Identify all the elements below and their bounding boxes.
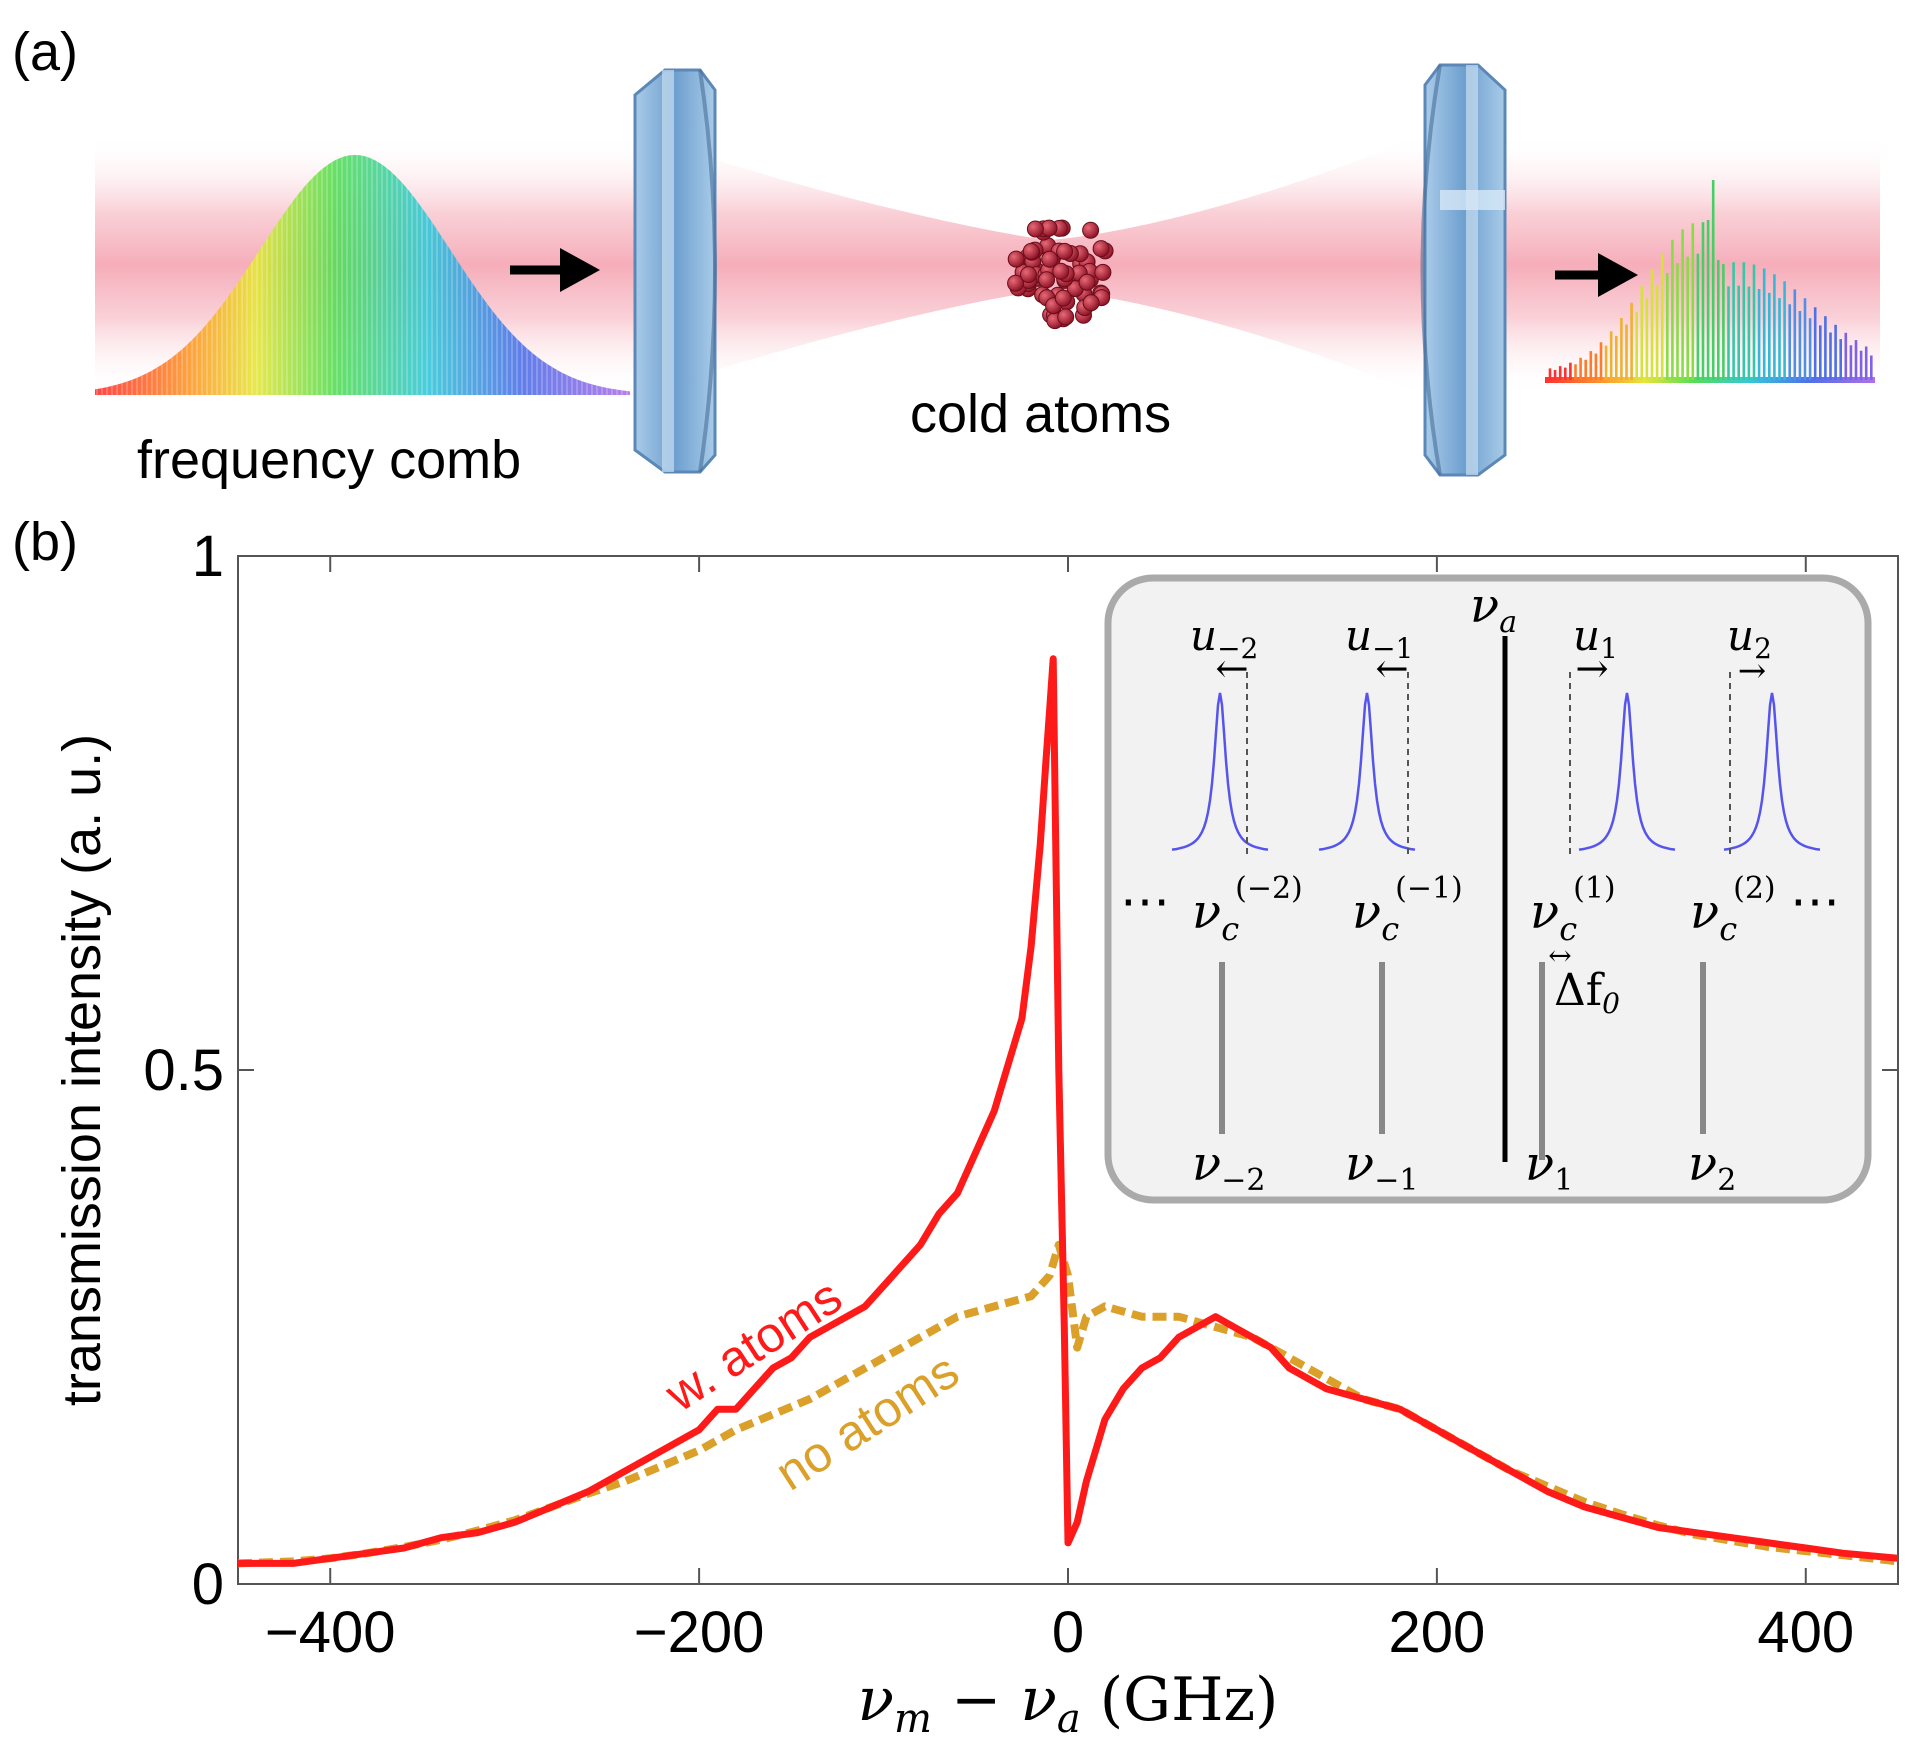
ellipsis-right: ⋯ — [1790, 872, 1840, 930]
x-tick-label: −200 — [634, 1600, 765, 1665]
axis-ticks: −400 −200 0 200 400 0 0.5 1 — [143, 524, 1898, 1665]
x-tick-label: 200 — [1388, 1600, 1485, 1665]
lorentz-2 — [1723, 692, 1821, 851]
shift-arrow-1-icon: → — [1575, 646, 1609, 692]
cold-atoms-label: cold atoms — [910, 384, 1171, 444]
comb-label-1: ν1 — [1525, 1136, 1573, 1198]
x-tick-label: 0 — [1052, 1600, 1084, 1665]
y-tick-label: 1 — [192, 524, 224, 589]
shift-arrow-m2-icon: ← — [1215, 646, 1249, 692]
comb-label-m1: ν−1 — [1345, 1136, 1418, 1198]
shift-label-2: u2 — [1727, 611, 1772, 665]
inset-box — [1104, 574, 1872, 1204]
x-axis-label: νm − νa (GHz) — [858, 1665, 1279, 1742]
output-spectrum — [1545, 180, 1875, 383]
lorentz-1 — [1578, 692, 1676, 851]
lorentz-m1 — [1318, 692, 1416, 851]
shift-label-m2: u−2 — [1190, 611, 1258, 665]
cavity-label-m2: νc(−2) — [1192, 871, 1303, 948]
x-label-nu-m: ν — [858, 1665, 894, 1735]
comb-label-m2: ν−2 — [1192, 1136, 1265, 1198]
cavity-label-2: νc(2) — [1690, 871, 1776, 948]
series-with-atoms-line — [238, 655, 1898, 1567]
frequency-comb-label: frequency comb — [137, 430, 521, 490]
delta-arrow-icon: ↔ — [1548, 939, 1571, 972]
cold-atoms-cloud — [1007, 219, 1114, 330]
panel-a-label: (a) — [12, 22, 78, 82]
cavity-label-m1: νc(−1) — [1352, 871, 1463, 948]
y-tick-label: 0 — [192, 1552, 224, 1617]
comb-label-2: ν2 — [1688, 1136, 1736, 1198]
lorentz-m2 — [1171, 692, 1269, 851]
output-arrow-icon — [1555, 253, 1638, 297]
right-mirror — [1420, 63, 1507, 477]
legend-no-atoms: no atoms — [765, 1342, 968, 1501]
inset-diagram: νa ← ← → → u−2 u−1 u1 u2 νc(−2) νc(−1) ν… — [1104, 574, 1872, 1204]
ellipsis-left: ⋯ — [1120, 872, 1170, 930]
x-tick-label: 400 — [1757, 1600, 1854, 1665]
input-arrow-icon — [510, 248, 600, 292]
y-tick-label: 0.5 — [143, 1038, 224, 1103]
legend-with-atoms: w. atoms — [655, 1268, 852, 1423]
y-axis-label: transmission intensity (a. u.) — [52, 734, 112, 1406]
panel-b-label: (b) — [12, 512, 78, 572]
shift-arrow-2-icon: → — [1738, 651, 1767, 691]
shift-label-1: u1 — [1573, 611, 1618, 665]
plot-series — [238, 655, 1898, 1568]
cavity-label-1: νc(1) — [1530, 871, 1616, 948]
left-mirror — [633, 68, 717, 474]
shift-label-m1: u−1 — [1345, 611, 1413, 665]
shift-arrow-m1-icon: ← — [1375, 646, 1409, 692]
delta-f0-label: Δf0 — [1554, 965, 1620, 1020]
cavity-resonances — [1171, 692, 1821, 851]
nu-a-label: νa — [1470, 578, 1517, 640]
x-tick-label: −400 — [265, 1600, 396, 1665]
